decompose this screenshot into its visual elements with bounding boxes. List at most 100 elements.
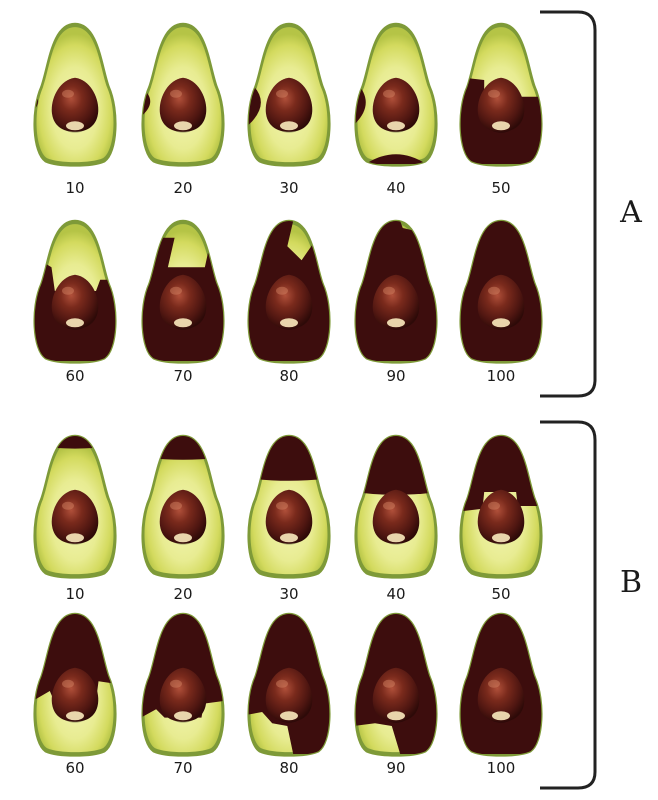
seed-base <box>174 533 192 543</box>
seed-base <box>66 318 84 328</box>
avocado-a-30 <box>247 22 331 167</box>
browning-region <box>34 436 116 449</box>
group-a-label: A <box>619 195 642 230</box>
avocado-seed <box>159 274 207 329</box>
avocado-seed <box>159 667 207 722</box>
severity-label: 40 <box>386 179 405 197</box>
severity-label: 100 <box>487 367 516 385</box>
severity-label: 50 <box>491 179 510 197</box>
browning-area <box>34 436 116 449</box>
browning-area <box>34 614 116 701</box>
group-b: 10 20 30 40 50 60 70 80 90 100 B <box>33 420 642 790</box>
severity-label: 20 <box>173 179 192 197</box>
seed-base <box>174 121 192 131</box>
severity-label: 10 <box>65 585 84 603</box>
browning-area <box>355 436 437 495</box>
avocado-a-40 <box>354 22 438 167</box>
severity-label: 80 <box>279 759 298 777</box>
avocado-b-10 <box>33 434 117 579</box>
severity-label: 40 <box>386 585 405 603</box>
avocado-seed <box>372 667 420 722</box>
avocado-seed <box>51 667 99 722</box>
avocado-a-80 <box>247 219 331 364</box>
severity-label: 30 <box>279 179 298 197</box>
avocado-b-100 <box>459 612 543 757</box>
avocado-a-50 <box>459 22 543 167</box>
browning-area <box>248 436 330 481</box>
avocado-seed <box>477 489 525 544</box>
avocado-seed <box>372 489 420 544</box>
seed-base <box>492 121 510 131</box>
avocado-seed <box>265 667 313 722</box>
group-a-row-2: 60 70 80 90 100 <box>33 219 543 385</box>
browning-region <box>142 436 224 460</box>
group-b-label: B <box>620 565 642 600</box>
severity-label: 70 <box>173 367 192 385</box>
avocado-seed <box>372 274 420 329</box>
avocado-b-20 <box>141 434 225 579</box>
avocado-a-20 <box>141 22 225 167</box>
avocado-b-40 <box>354 434 438 579</box>
severity-label: 10 <box>65 179 84 197</box>
severity-label: 30 <box>279 585 298 603</box>
browning-region <box>355 436 437 495</box>
group-a-bracket <box>540 10 597 398</box>
group-b-bracket <box>540 420 597 790</box>
group-a: 10 20 30 40 50 60 70 80 90 100 A <box>33 10 642 398</box>
seed-base <box>387 121 405 131</box>
seed-base <box>387 318 405 328</box>
severity-label: 60 <box>65 367 84 385</box>
avocado-b-60 <box>33 612 117 757</box>
seed-base <box>280 533 298 543</box>
seed-base <box>280 318 298 328</box>
avocado-seed <box>265 489 313 544</box>
avocado-seed <box>477 274 525 329</box>
seed-base <box>492 711 510 721</box>
group-b-row-2: 60 70 80 90 100 <box>33 612 543 777</box>
group-b-row-1: 10 20 30 40 50 <box>33 434 543 603</box>
seed-base <box>66 533 84 543</box>
group-a-row-1: 10 20 30 40 50 <box>33 22 543 197</box>
avocado-b-30 <box>247 434 331 579</box>
seed-base <box>280 711 298 721</box>
seed-base <box>492 533 510 543</box>
avocado-seed <box>159 77 207 132</box>
seed-base <box>387 533 405 543</box>
severity-label: 100 <box>487 759 516 777</box>
severity-label: 60 <box>65 759 84 777</box>
avocado-b-70 <box>141 612 225 757</box>
seed-base <box>387 711 405 721</box>
browning-region <box>34 614 116 701</box>
severity-label: 80 <box>279 367 298 385</box>
avocado-a-90 <box>354 219 438 364</box>
avocado-seed <box>372 77 420 132</box>
severity-label: 50 <box>491 585 510 603</box>
avocado-seed <box>159 489 207 544</box>
seed-base <box>280 121 298 131</box>
seed-base <box>66 121 84 131</box>
avocado-seed <box>477 77 525 132</box>
avocado-seed <box>265 274 313 329</box>
browning-area <box>142 436 224 460</box>
seed-base <box>492 318 510 328</box>
seed-base <box>174 318 192 328</box>
avocado-a-70 <box>141 219 225 364</box>
avocado-a-60 <box>33 219 117 364</box>
avocado-seed <box>51 274 99 329</box>
avocado-seed <box>265 77 313 132</box>
severity-label: 90 <box>386 759 405 777</box>
severity-label: 90 <box>386 367 405 385</box>
seed-base <box>66 711 84 721</box>
seed-base <box>174 711 192 721</box>
browning-region <box>365 154 427 164</box>
avocado-a-100 <box>459 219 543 364</box>
avocado-seed <box>51 489 99 544</box>
avocado-b-50 <box>459 434 543 579</box>
browning-region <box>248 436 330 481</box>
avocado-seed <box>477 667 525 722</box>
avocado-a-10 <box>33 22 117 167</box>
severity-label: 70 <box>173 759 192 777</box>
avocado-b-80 <box>247 612 331 757</box>
avocado-seed <box>51 77 99 132</box>
